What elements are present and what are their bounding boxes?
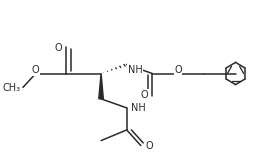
Text: CH₃: CH₃ <box>3 83 21 93</box>
Polygon shape <box>99 73 103 99</box>
Text: O: O <box>146 142 153 151</box>
Text: O: O <box>174 65 182 75</box>
Text: NH: NH <box>131 103 146 113</box>
Text: O: O <box>141 90 148 100</box>
Text: O: O <box>32 65 40 75</box>
Text: NH: NH <box>128 65 143 75</box>
Text: O: O <box>54 43 62 52</box>
